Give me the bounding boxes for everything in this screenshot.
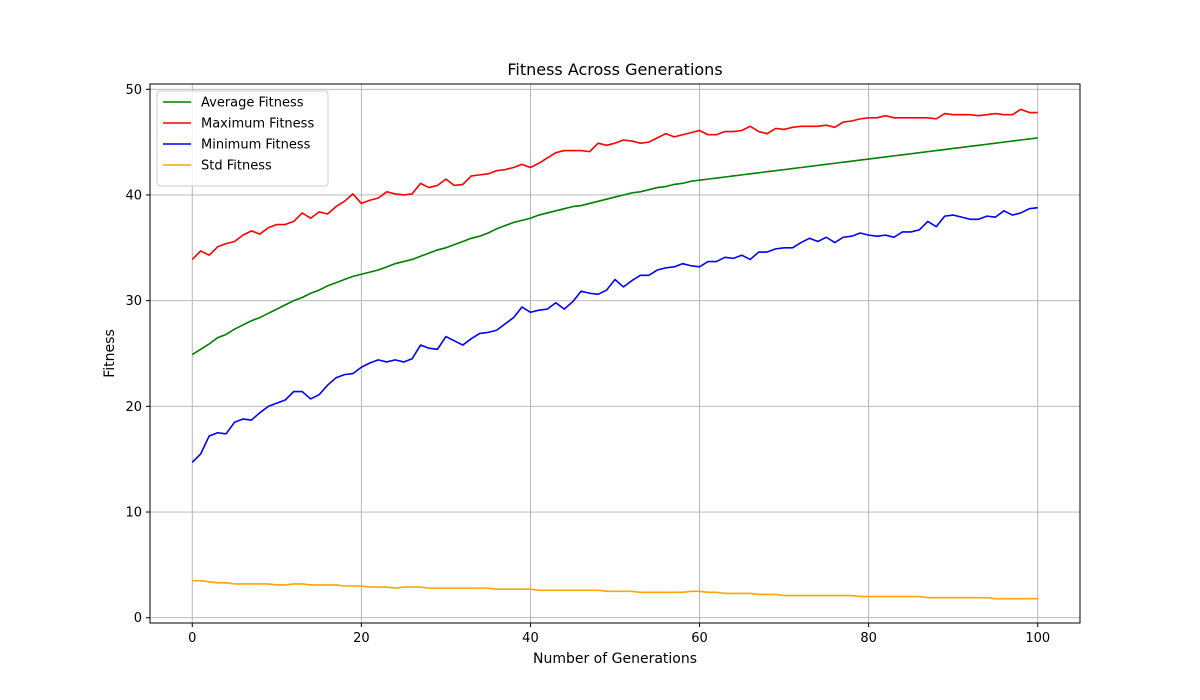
legend-label-average-fitness: Average Fitness <box>201 96 304 111</box>
y-tick-label: 40 <box>125 188 142 203</box>
series-line-maximum-fitness <box>191 108 1038 261</box>
y-tick-label: 10 <box>125 506 142 521</box>
y-tick-label: 50 <box>125 83 142 98</box>
y-axis-label: Fitness <box>102 329 118 378</box>
legend-label-minimum-fitness: Minimum Fitness <box>201 138 311 153</box>
x-tick-label: 100 <box>1025 631 1050 646</box>
tick-layer: 0 20 40 60 80 100 0 10 20 30 40 50 <box>125 83 1050 646</box>
x-tick-label: 20 <box>353 631 370 646</box>
series-line-average-fitness <box>191 137 1038 356</box>
grid-layer <box>150 84 1080 623</box>
series-line-minimum-fitness <box>191 206 1038 463</box>
x-tick-label: 40 <box>522 631 539 646</box>
plot-frame <box>149 83 1081 624</box>
x-tick-label: 60 <box>691 631 708 646</box>
y-tick-label: 30 <box>125 294 142 309</box>
legend-box <box>156 90 329 187</box>
series-layer <box>191 108 1038 600</box>
legend-label-maximum-fitness: Maximum Fitness <box>201 117 314 132</box>
legend-label-std-fitness: Std Fitness <box>201 159 272 174</box>
chart-title: Fitness Across Generations <box>507 60 722 79</box>
legend: Average Fitness Maximum Fitness Minimum Fi… <box>156 90 329 187</box>
x-tick-label: 80 <box>860 631 877 646</box>
y-tick-label: 0 <box>134 611 142 626</box>
series-line-std-fitness <box>192 579 1038 600</box>
x-tick-label: 0 <box>188 631 196 646</box>
y-tick-label: 20 <box>125 400 142 415</box>
x-axis-label: Number of Generations <box>533 651 697 667</box>
